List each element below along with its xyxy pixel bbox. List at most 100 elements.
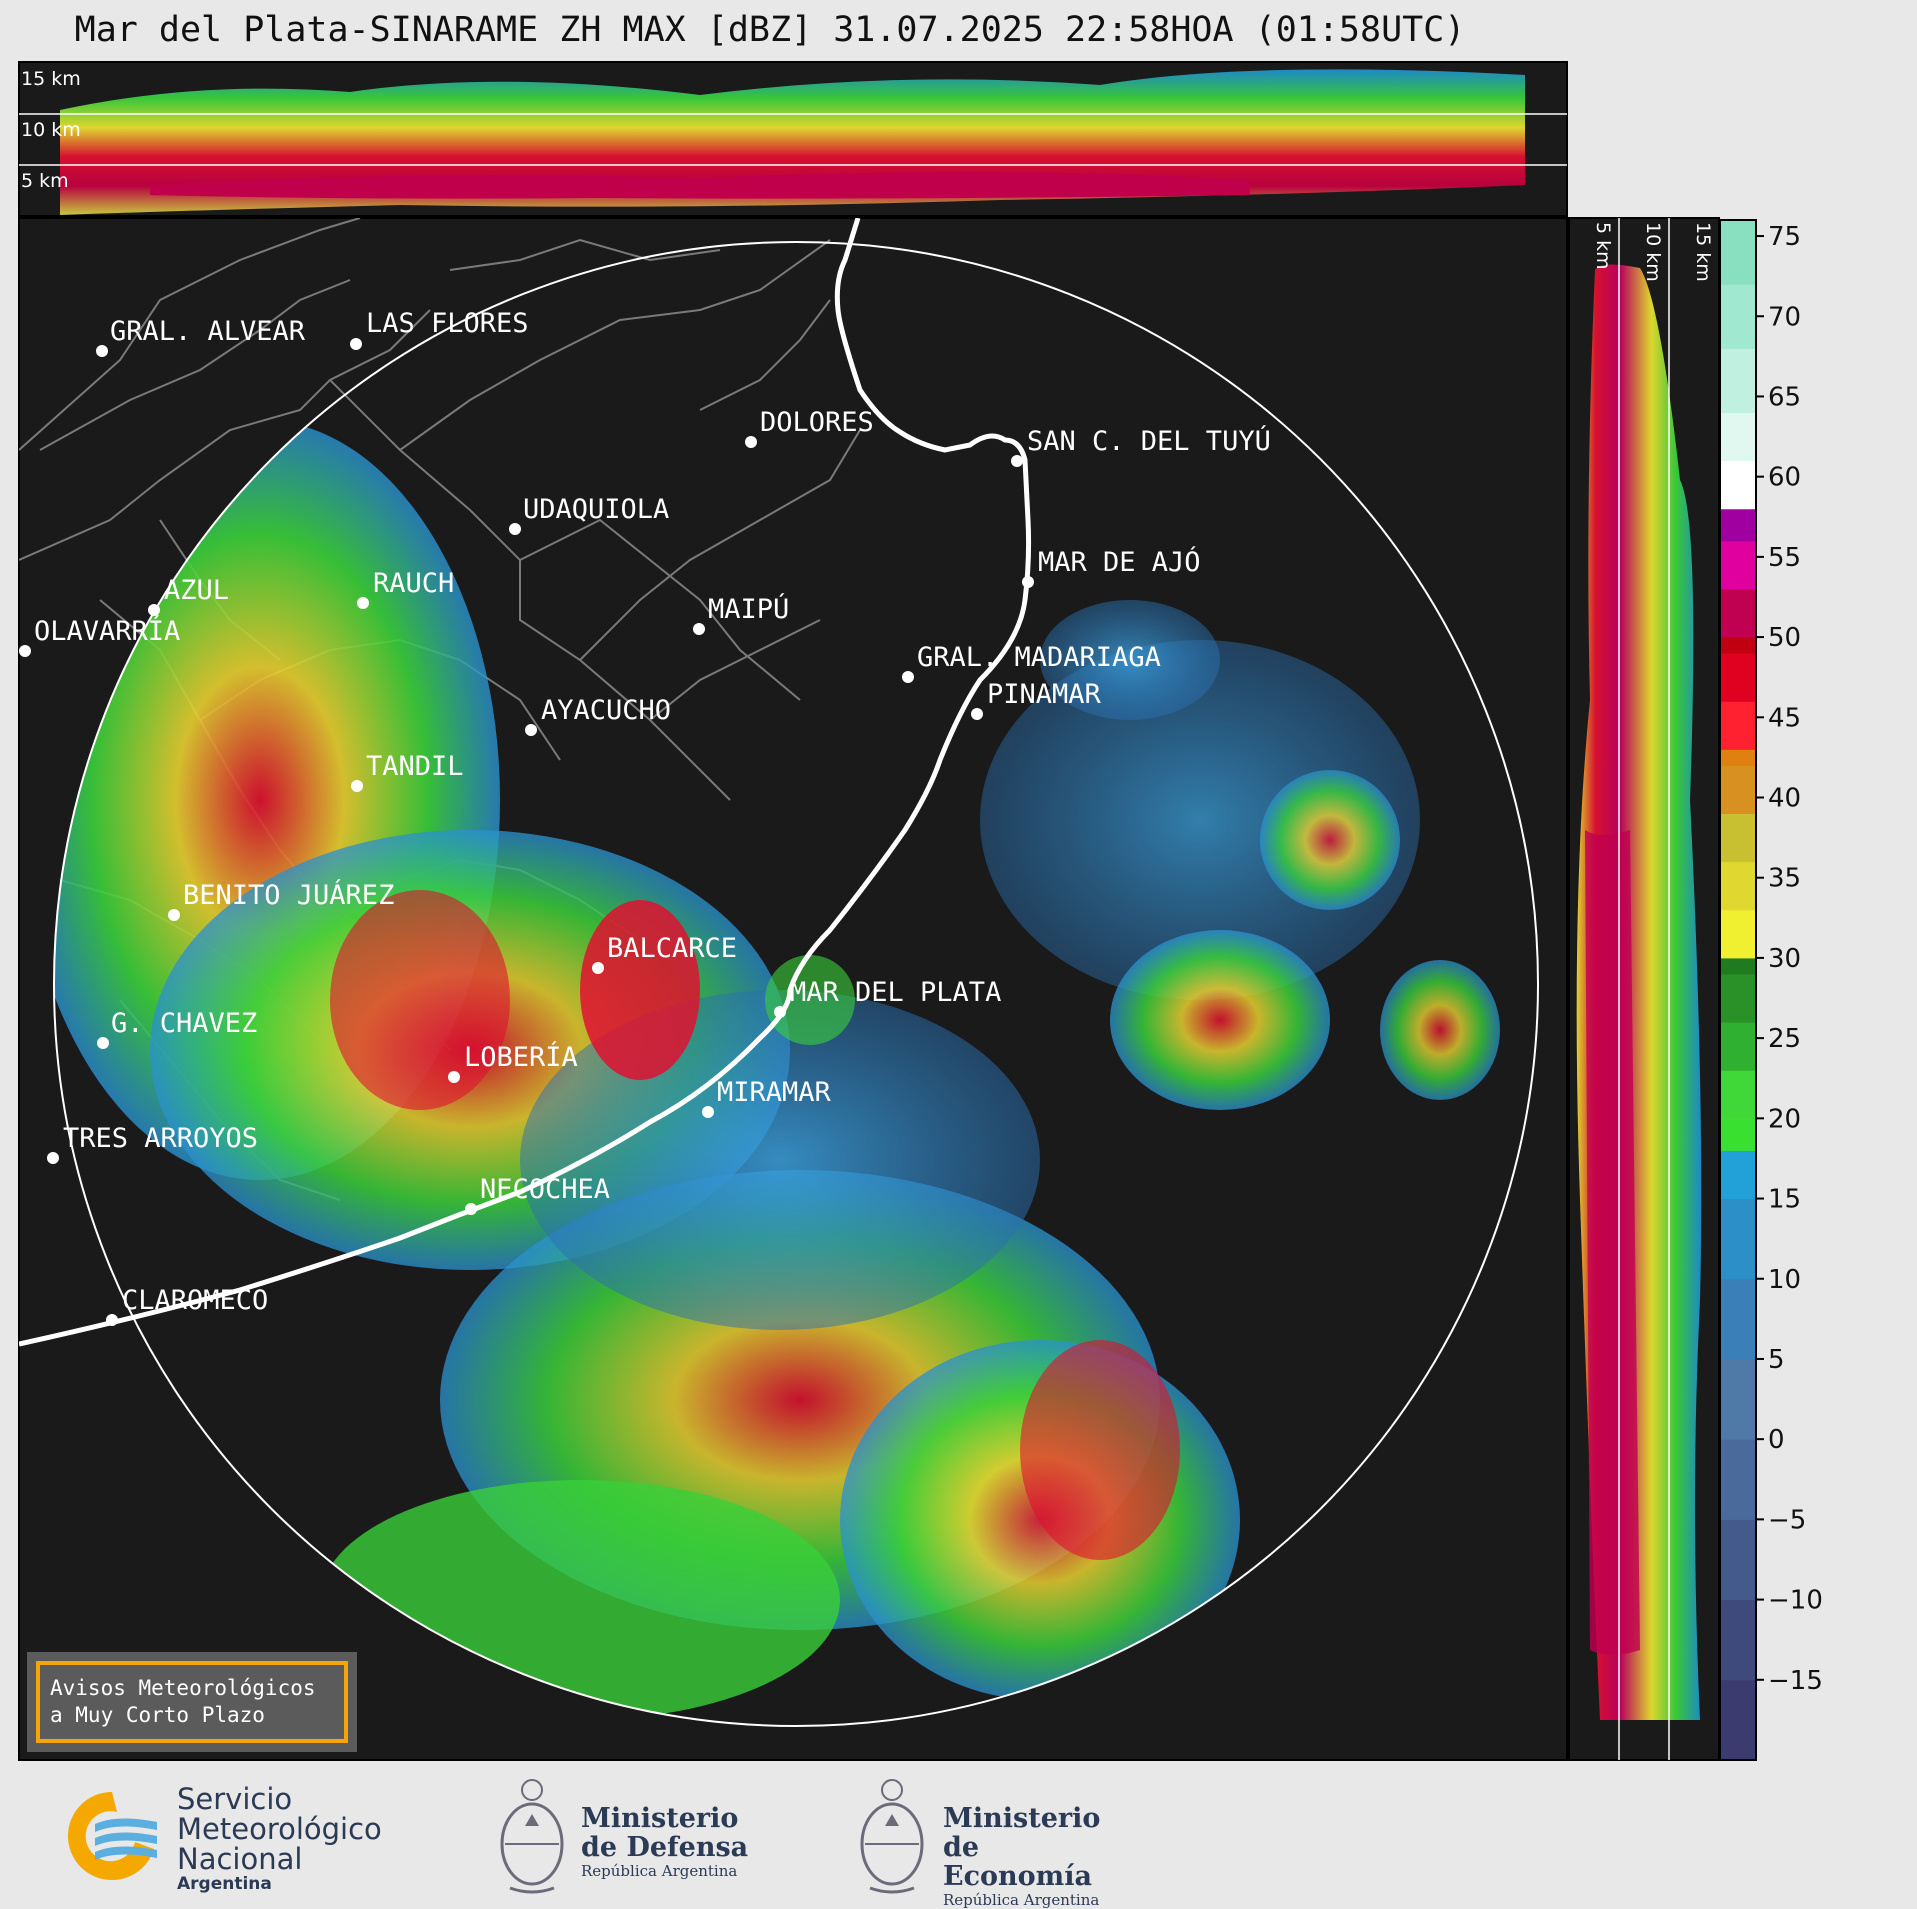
colorbar-tick-label: 60 — [1768, 463, 1801, 493]
city-miramar: MIRAMAR — [717, 1077, 832, 1108]
colorbar-swatch — [1720, 1198, 1756, 1280]
colorbar-swatch — [1720, 1679, 1756, 1761]
colorbar-tick-label: 45 — [1768, 703, 1801, 733]
colorbar-swatch — [1720, 284, 1756, 349]
colorbar-tick-label: −5 — [1768, 1505, 1806, 1535]
colorbar-swatch — [1720, 1118, 1756, 1151]
city-mar-del-plata: MAR DEL PLATA — [790, 977, 1001, 1008]
colorbar-swatch — [1720, 1070, 1756, 1119]
colorbar-tick-label: 55 — [1768, 543, 1801, 573]
city-olavarria: OLAVARRÍA — [34, 615, 180, 647]
colorbar-tick-label: 20 — [1768, 1104, 1801, 1134]
city-pinamar: PINAMAR — [987, 679, 1102, 710]
economia-sub: República Argentina — [943, 1891, 1100, 1909]
city-azul: AZUL — [164, 575, 229, 606]
city-tres-arroyos: TRES ARROYOS — [63, 1123, 258, 1154]
top-alt-10: 10 km — [21, 119, 81, 141]
argentina-coat-of-arms-icon — [500, 1779, 564, 1894]
smn-country: Argentina — [177, 1874, 272, 1894]
coverage-ring — [53, 241, 1539, 1727]
city-markers — [19, 338, 1034, 1326]
colorbar-tick-label: 30 — [1768, 944, 1801, 974]
colorbar-swatch — [1720, 540, 1756, 590]
colorbar-swatch — [1720, 412, 1756, 462]
smn-line-3: Nacional — [177, 1842, 303, 1876]
city-maipu: MAIPÚ — [708, 593, 789, 625]
colorbar-swatch — [1720, 460, 1756, 510]
economia-logo: Ministerio de Economía República Argenti… — [855, 1776, 1135, 1909]
city-benito-juarez: BENITO JUÁREZ — [183, 879, 394, 911]
radar-title: Mar del Plata-SINARAME ZH MAX [dBZ] 31.0… — [74, 10, 1466, 50]
city-balcarce: BALCARCE — [607, 933, 737, 964]
colorbar-swatch — [1720, 765, 1756, 815]
top-alt-5: 5 km — [21, 170, 69, 192]
colorbar-swatch — [1720, 637, 1756, 654]
colorbar-swatch — [1720, 1358, 1756, 1440]
city-g-chavez: G. CHAVEZ — [111, 1008, 257, 1039]
city-ayacucho: AYACUCHO — [541, 695, 671, 726]
colorbar-tick-label: 35 — [1768, 864, 1801, 894]
city-gral-madariaga: GRAL. MADARIAGA — [917, 642, 1161, 673]
right-cross-section: 5 km 10 km 15 km — [1568, 217, 1720, 1761]
smn-logo-icon — [67, 1792, 157, 1880]
defensa-line-1: Ministerio — [581, 1803, 739, 1834]
footer: Servicio Meteorológico Nacional Argentin… — [0, 1762, 1917, 1909]
colorbar-swatch — [1720, 1022, 1756, 1071]
colorbar-tick-label: 40 — [1768, 784, 1801, 814]
city-udaquiola: UDAQUIOLA — [523, 494, 669, 525]
colorbar-swatch — [1720, 1599, 1756, 1681]
right-alt-15: 15 km — [1692, 222, 1714, 282]
colorbar-swatch — [1720, 1278, 1756, 1360]
defensa-line-2: de Defensa — [581, 1832, 749, 1863]
defensa-sub: República Argentina — [581, 1862, 738, 1880]
colorbar-tick-label: 5 — [1768, 1345, 1785, 1375]
colorbar-swatch — [1720, 1150, 1756, 1200]
colorbar-swatch — [1720, 653, 1756, 702]
colorbar-swatch — [1720, 348, 1756, 413]
smn-logo: Servicio Meteorológico Nacional Argentin… — [57, 1784, 397, 1894]
colorbar-swatch — [1720, 220, 1756, 285]
colorbar-swatch — [1720, 1439, 1756, 1520]
city-loberia: LOBERÍA — [464, 1041, 578, 1073]
warning-box-inner: Avisos Meteorológicos a Muy Corto Plazo — [36, 1661, 348, 1743]
colorbar-tick-label: 10 — [1768, 1265, 1801, 1295]
city-gral-alvear: GRAL. ALVEAR — [110, 316, 306, 347]
top-alt-15: 15 km — [21, 68, 81, 90]
coastline — [19, 218, 1032, 1347]
right-alt-5: 5 km — [1592, 222, 1614, 270]
colorbar-tick-label: 75 — [1768, 222, 1801, 252]
colorbar-swatch — [1720, 861, 1756, 911]
colorbar-tick-label: 15 — [1768, 1185, 1801, 1215]
defensa-logo: Ministerio de Defensa República Argentin… — [495, 1776, 755, 1901]
city-tandil: TANDIL — [366, 751, 464, 782]
city-necochea: NECOCHEA — [480, 1174, 610, 1205]
city-san-c-del-tuyu: SAN C. DEL TUYÚ — [1027, 425, 1271, 457]
smn-line-2: Meteorológico — [177, 1812, 382, 1846]
colorbar-swatches — [1720, 220, 1756, 1761]
map-panel: GRAL. ALVEAR LAS FLORES DOLORES SAN C. D… — [18, 217, 1568, 1761]
warning-line-2: a Muy Corto Plazo — [50, 1703, 265, 1727]
colorbar-swatch — [1720, 973, 1756, 1023]
colorbar-swatch — [1720, 749, 1756, 766]
colorbar-swatch — [1720, 813, 1756, 863]
smn-line-1: Servicio — [177, 1782, 293, 1816]
colorbar-swatch — [1720, 957, 1756, 975]
colorbar-tick-label: −15 — [1768, 1666, 1823, 1696]
colorbar-swatch — [1720, 588, 1756, 638]
colorbar-tick-label: 25 — [1768, 1024, 1801, 1054]
economia-line-1: Ministerio — [943, 1803, 1101, 1834]
economia-line-2: de Economía — [943, 1832, 1092, 1892]
colorbar-tick-label: 70 — [1768, 302, 1801, 332]
colorbar-swatch — [1720, 909, 1756, 959]
city-labels: GRAL. ALVEAR LAS FLORES DOLORES SAN C. D… — [34, 308, 1271, 1316]
colorbar-swatch — [1720, 1519, 1756, 1601]
argentina-coat-of-arms-icon — [860, 1779, 924, 1894]
colorbar-swatch — [1720, 701, 1756, 750]
city-las-flores: LAS FLORES — [366, 308, 529, 339]
city-claromeco: CLAROMECO — [122, 1285, 268, 1316]
top-cross-section: 15 km 10 km 5 km — [18, 61, 1568, 217]
warning-line-1: Avisos Meteorológicos — [50, 1676, 316, 1700]
radar-map: 15 km 10 km 5 km — [18, 61, 1823, 1761]
